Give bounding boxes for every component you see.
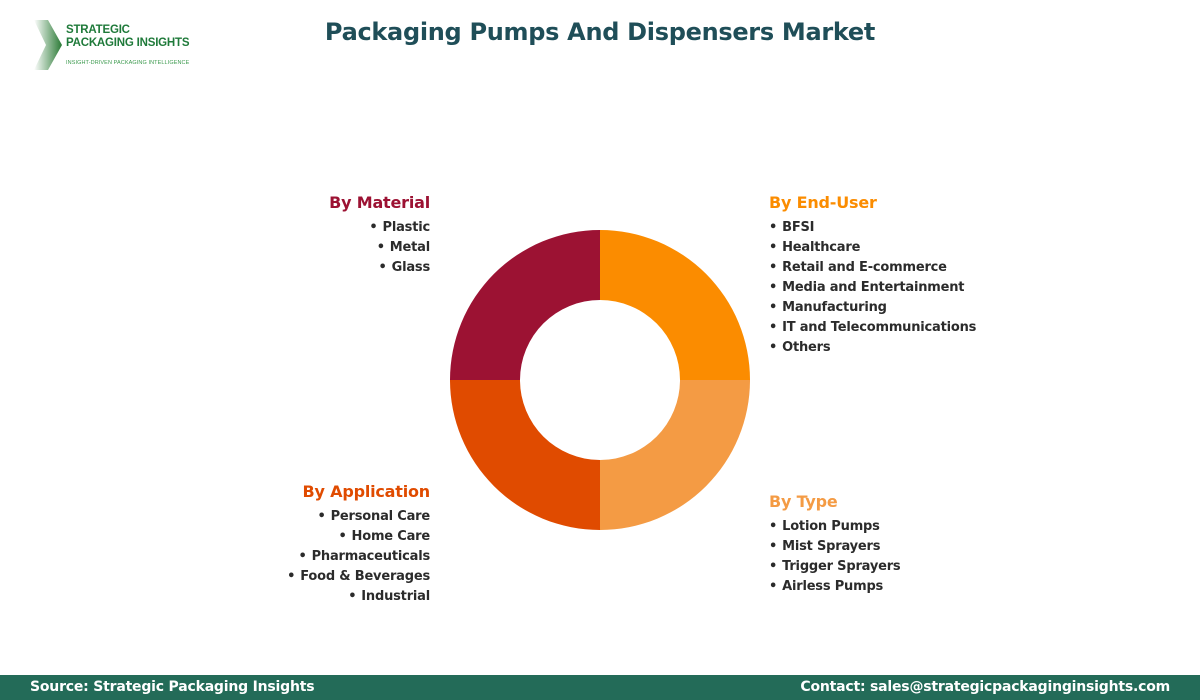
list-item: Media and Entertainment xyxy=(769,278,976,298)
segment-list: Personal Care Home Care Pharmaceuticals … xyxy=(287,507,430,607)
list-item: Lotion Pumps xyxy=(769,517,900,537)
donut-segment-end-user xyxy=(600,230,750,380)
list-item: BFSI xyxy=(769,218,976,238)
segment-title: By End-User xyxy=(769,193,877,212)
footer-bar: Source: Strategic Packaging Insights Con… xyxy=(0,675,1200,700)
list-item: Glass xyxy=(329,258,431,278)
source-text: Source: Strategic Packaging Insights xyxy=(30,679,315,695)
list-item: Trigger Sprayers xyxy=(769,557,901,577)
list-item: Home Care xyxy=(287,527,431,547)
page-title: Packaging Pumps And Dispensers Market xyxy=(324,18,876,46)
segment-list: Plastic Metal Glass xyxy=(329,218,431,278)
donut-segment-application xyxy=(450,380,600,530)
company-logo: STRATEGIC PACKAGING INSIGHTS INSIGHT-DRI… xyxy=(30,18,230,72)
list-item: Metal xyxy=(329,238,430,258)
list-item: Healthcare xyxy=(769,238,976,258)
list-item: Food & Beverages xyxy=(287,567,430,587)
list-item: Others xyxy=(769,338,976,358)
chevron-right-icon xyxy=(34,20,62,70)
segment-list: Lotion Pumps Mist Sprayers Trigger Spray… xyxy=(769,517,901,597)
segment-by-type: By Type Lotion Pumps Mist Sprayers Trigg… xyxy=(769,492,901,597)
list-item: Retail and E-commerce xyxy=(769,258,976,278)
segment-by-end-user: By End-User BFSI Healthcare Retail and E… xyxy=(769,193,976,358)
list-item: Mist Sprayers xyxy=(769,537,900,557)
logo-wordmark: STRATEGIC PACKAGING INSIGHTS xyxy=(66,24,190,49)
donut-segment-material xyxy=(450,230,600,380)
segment-title: By Material xyxy=(329,193,430,212)
list-item: Airless Pumps xyxy=(769,577,900,597)
segment-by-application: By Application Personal Care Home Care P… xyxy=(287,482,430,607)
donut-chart xyxy=(450,230,750,530)
list-item: Pharmaceuticals xyxy=(287,547,431,567)
contact-email[interactable]: Contact: sales@strategicpackaginginsight… xyxy=(800,679,1170,695)
list-item: Industrial xyxy=(287,587,430,607)
logo-line-2: PACKAGING INSIGHTS xyxy=(66,36,190,49)
list-item: Personal Care xyxy=(287,507,431,527)
segment-title: By Application xyxy=(302,482,431,501)
logo-line-1: STRATEGIC xyxy=(66,24,130,36)
segment-title: By Type xyxy=(769,492,838,511)
list-item: Plastic xyxy=(329,218,431,238)
list-item: Manufacturing xyxy=(769,298,976,318)
segment-list: BFSI Healthcare Retail and E-commerce Me… xyxy=(769,218,976,358)
logo-tagline: INSIGHT-DRIVEN PACKAGING INTELLIGENCE xyxy=(66,60,190,66)
list-item: IT and Telecommunications xyxy=(769,318,976,338)
donut-segment-type xyxy=(600,380,750,530)
segment-by-material: By Material Plastic Metal Glass xyxy=(329,193,430,278)
